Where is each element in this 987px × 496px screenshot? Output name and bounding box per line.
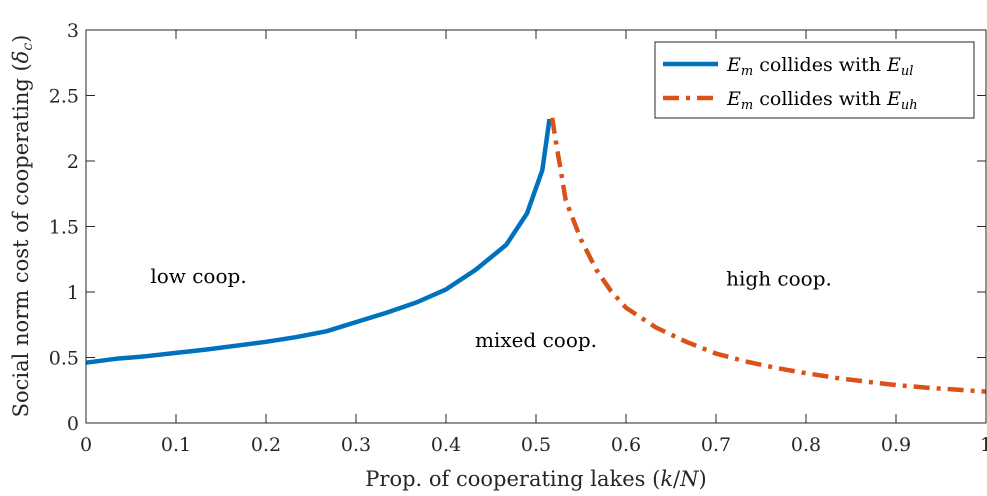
y-tick-label: 3 (67, 20, 79, 42)
x-tick-label: 0 (80, 434, 92, 456)
x-tick-label: 0.9 (881, 434, 911, 456)
y-tick-label: 1 (67, 282, 79, 304)
y-tick-label: 0.5 (49, 348, 79, 370)
y-tick-label: 2 (67, 151, 79, 173)
y-tick-label: 2.5 (49, 86, 79, 108)
x-tick-label: 0.3 (341, 434, 371, 456)
y-axis-ticks: 0 0.5 1 1.5 2 2.5 3 (49, 20, 986, 435)
x-tick-label: 0.2 (251, 434, 281, 456)
x-axis-ticks: 0 0.1 0.2 0.3 0.4 0.5 0.6 0.7 0.8 0.9 1 (80, 30, 987, 456)
legend-label-series-1: Em collides with Eul (726, 54, 913, 79)
y-tick-label: 0 (67, 413, 79, 435)
y-axis-title: Social norm cost of cooperating (δc) (9, 35, 36, 418)
series-line-1 (85, 118, 552, 365)
annotations: low coop. mixed coop. high coop. (150, 264, 832, 352)
x-tick-label: 0.6 (611, 434, 641, 456)
legend: Em collides with Eul Em collides with Eu… (654, 41, 975, 119)
legend-box (654, 41, 975, 119)
x-tick-label: 1 (980, 434, 987, 456)
x-tick-label: 0.8 (791, 434, 821, 456)
y-tick-label: 1.5 (49, 217, 79, 239)
x-tick-label: 0.7 (701, 434, 731, 456)
x-axis-title: Prop. of cooperating lakes (k/N) (365, 467, 706, 491)
annotation-label: high coop. (726, 266, 832, 290)
x-tick-label: 0.1 (161, 434, 191, 456)
annotation-label: mixed coop. (475, 328, 597, 352)
x-tick-label: 0.4 (431, 434, 461, 456)
legend-label-series-2: Em collides with Euh (726, 88, 918, 113)
plot-marks (85, 117, 987, 394)
x-tick-label: 0.5 (521, 434, 551, 456)
annotation-label: low coop. (150, 264, 246, 288)
series-line-2 (549, 117, 987, 394)
